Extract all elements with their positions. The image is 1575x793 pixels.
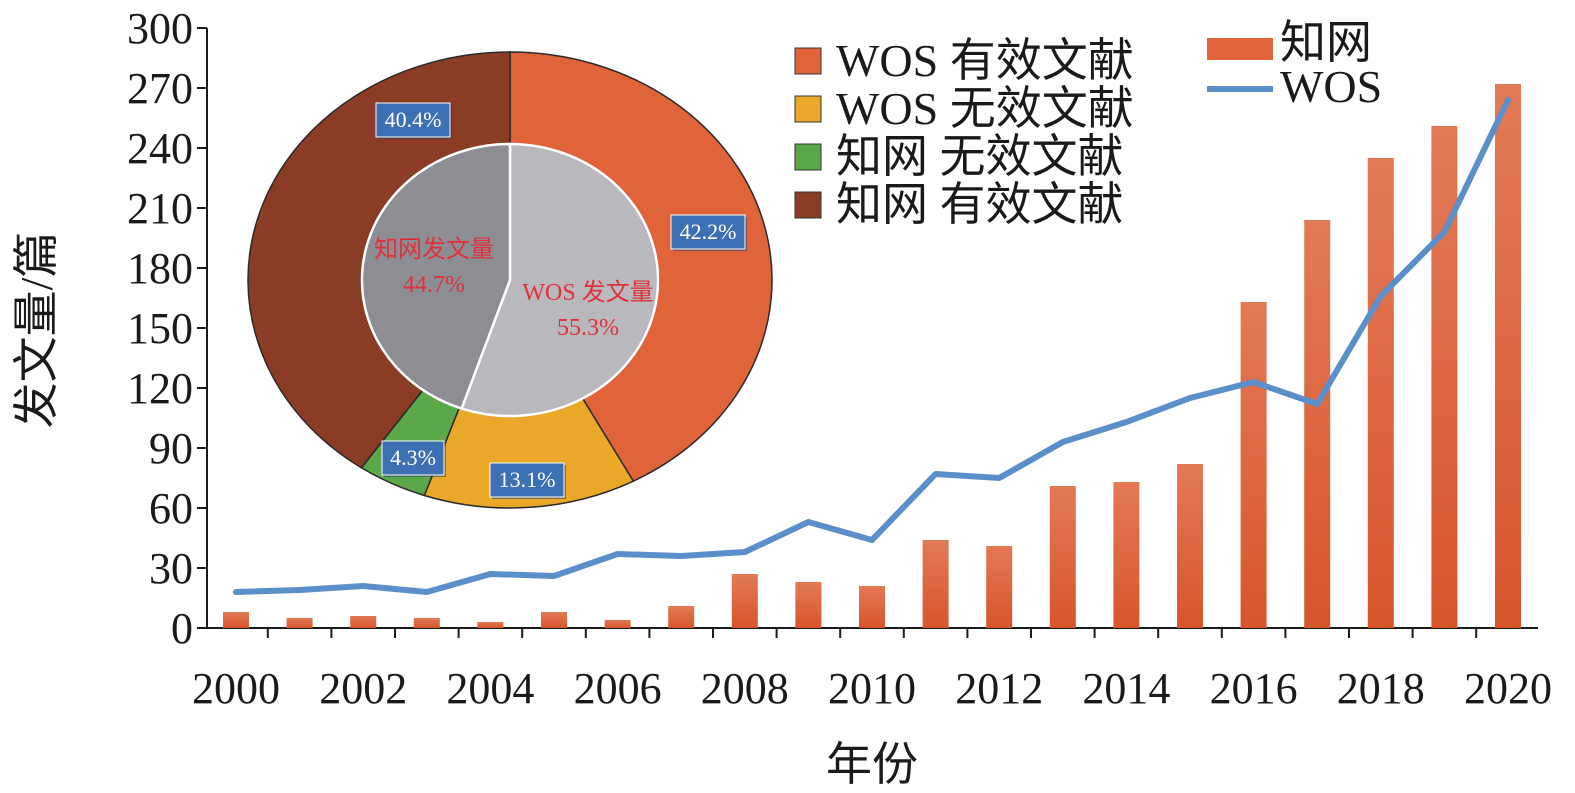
bars-series <box>223 84 1521 628</box>
bar-2010 <box>859 586 885 628</box>
y-tick-label: 60 <box>149 484 193 533</box>
y-tick-label: 300 <box>127 4 193 53</box>
bar-2020 <box>1495 84 1521 628</box>
inner-slice-1 <box>360 142 512 411</box>
pie-legend-label-1: WOS 无效文献 <box>836 83 1134 134</box>
pie-legend-swatch-2 <box>794 143 822 171</box>
y-tick-label: 270 <box>127 64 193 113</box>
outer-label-box <box>670 214 746 250</box>
line-series <box>233 97 1511 595</box>
x-tick-label: 2010 <box>828 664 916 713</box>
y-tick-label: 180 <box>127 244 193 293</box>
y-tick-label: 0 <box>171 604 193 653</box>
x-tick-label: 2012 <box>955 664 1043 713</box>
x-axis-title: 年份 <box>826 739 918 790</box>
outer-label-2: 4.3% <box>390 445 436 470</box>
y-tick-label: 30 <box>149 544 193 593</box>
inner-label-1: 44.7% <box>403 272 465 298</box>
pie-legend-swatch-1 <box>794 95 822 123</box>
bar-2006 <box>604 620 631 628</box>
pie-legend-label-3: 知网 有效文献 <box>836 179 1124 230</box>
outer-label-0: 42.2% <box>680 219 737 244</box>
outer-label-box <box>489 462 565 498</box>
bar-2018 <box>1367 158 1394 628</box>
bar-2012 <box>986 546 1013 628</box>
x-ticks: 2000 2002 2004 2006 2008 2010 2012 2014 2016 2018… <box>192 628 1552 713</box>
bar-2001 <box>286 618 313 628</box>
bar-2017 <box>1304 220 1331 628</box>
bar-2014 <box>1113 482 1140 628</box>
pie-legend-label-2: 知网 无效文献 <box>836 131 1124 182</box>
y-tick-label: 240 <box>127 124 193 173</box>
bar-2004 <box>477 622 504 628</box>
bar-2002 <box>350 616 377 628</box>
y-tick-label: 210 <box>127 184 193 233</box>
outer-label-box <box>375 102 451 138</box>
pie-legend-swatch-0 <box>794 47 822 75</box>
legend-label-bar: 知网 <box>1280 17 1372 68</box>
x-tick-label: 2018 <box>1337 664 1425 713</box>
inner-name-1: 知网发文量 <box>374 236 494 263</box>
y-tick-label: 90 <box>149 424 193 473</box>
outer-label-1: 13.1% <box>499 467 556 492</box>
bar-2016 <box>1240 302 1267 628</box>
x-tick-label: 2020 <box>1464 664 1552 713</box>
pie-legend-swatch-3 <box>794 191 822 219</box>
y-axis-title: 发文量/篇 <box>11 232 62 429</box>
outer-label-box <box>381 440 445 476</box>
pie-legend-label-0: WOS 有效文献 <box>836 35 1134 86</box>
x-tick-label: 2008 <box>701 664 789 713</box>
bar-2000 <box>223 612 249 628</box>
legend-swatch-bar <box>1207 38 1273 60</box>
bar-2011 <box>922 540 949 628</box>
outer-label-3: 40.4% <box>385 107 442 132</box>
bar-2007 <box>668 606 695 628</box>
x-tick-label: 2006 <box>574 664 662 713</box>
x-tick-label: 2002 <box>319 664 407 713</box>
x-tick-label: 2000 <box>192 664 280 713</box>
x-tick-label: 2016 <box>1210 664 1298 713</box>
y-ticks: 0 30 60 90 120 150 180 210 240 270 300 <box>127 4 207 653</box>
x-tick-label: 2004 <box>446 664 534 713</box>
bar-2005 <box>541 612 567 628</box>
bar-2015 <box>1177 464 1203 628</box>
bar-2008 <box>731 574 758 628</box>
x-tick-label: 2014 <box>1082 664 1170 713</box>
y-tick-label: 120 <box>127 364 193 413</box>
y-tick-label: 150 <box>127 304 193 353</box>
bar-2019 <box>1431 126 1458 628</box>
legend-label-line: WOS <box>1280 61 1382 112</box>
inner-label-0: 55.3% <box>557 315 619 341</box>
bar-2009 <box>795 582 822 628</box>
inner-name-0: WOS 发文量 <box>522 279 653 306</box>
bar-2013 <box>1049 486 1076 628</box>
pie-inset: 42.2% 13.1% 4.3% 40.4% WOS 发文量 55.3% 知网发文量 44.7… <box>247 51 773 509</box>
bar-2003 <box>413 618 440 628</box>
